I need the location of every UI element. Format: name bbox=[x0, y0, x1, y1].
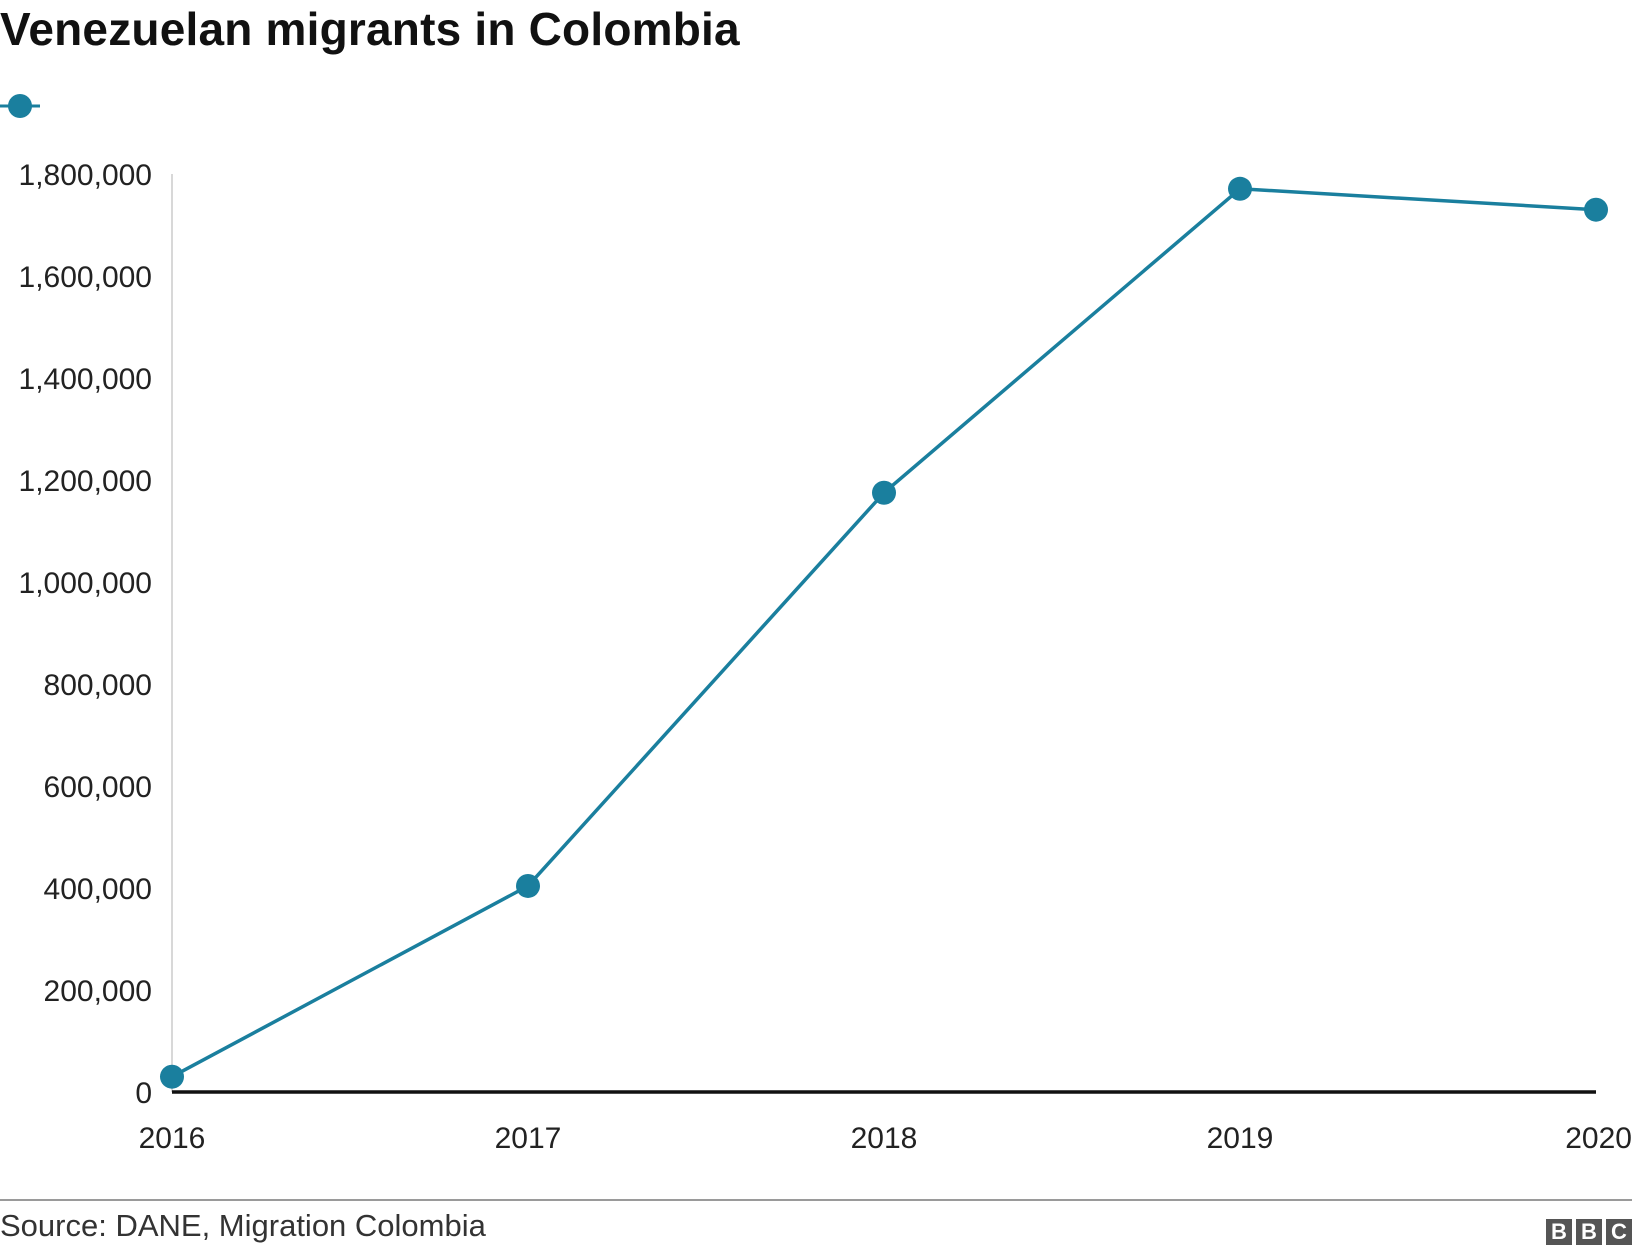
x-tick-label: 2018 bbox=[851, 1122, 918, 1155]
data-point bbox=[160, 1064, 184, 1089]
y-tick-label: 1,000,000 bbox=[19, 567, 152, 600]
x-tick-label: 2019 bbox=[1207, 1122, 1274, 1155]
legend-series-marker bbox=[0, 94, 40, 118]
y-tick-label: 1,400,000 bbox=[19, 363, 152, 396]
data-point bbox=[872, 480, 896, 505]
y-tick-label: 1,600,000 bbox=[19, 261, 152, 294]
y-tick-label: 1,800,000 bbox=[19, 159, 152, 192]
data-point bbox=[516, 873, 540, 898]
logo-letter: B bbox=[1576, 1219, 1602, 1245]
footer-divider bbox=[0, 1199, 1632, 1201]
x-tick-label: 2020 bbox=[1565, 1122, 1632, 1155]
line-chart: 0 200,000 400,000 600,000 800,000 1,000,000 1,… bbox=[19, 159, 1632, 1155]
chart-title: Venezuelan migrants in Colombia bbox=[0, 3, 740, 55]
series-line bbox=[171, 187, 1597, 1079]
y-tick-label: 0 bbox=[135, 1077, 152, 1110]
y-tick-label: 800,000 bbox=[44, 669, 152, 702]
source-note: Source: DANE, Migration Colombia bbox=[0, 1208, 486, 1243]
x-tick-label: 2017 bbox=[495, 1122, 562, 1155]
y-tick-label: 600,000 bbox=[44, 771, 152, 804]
logo-letter: C bbox=[1606, 1219, 1632, 1245]
y-tick-label: 1,200,000 bbox=[19, 465, 152, 498]
data-point bbox=[1584, 197, 1608, 222]
y-tick-label: 200,000 bbox=[44, 975, 152, 1008]
x-tick-label: 2016 bbox=[139, 1122, 206, 1155]
y-tick-label: 400,000 bbox=[44, 873, 152, 906]
logo-letter: B bbox=[1546, 1219, 1572, 1245]
bbc-logo: B B C bbox=[1546, 1219, 1632, 1245]
legend bbox=[0, 88, 44, 124]
data-point bbox=[1228, 176, 1252, 201]
